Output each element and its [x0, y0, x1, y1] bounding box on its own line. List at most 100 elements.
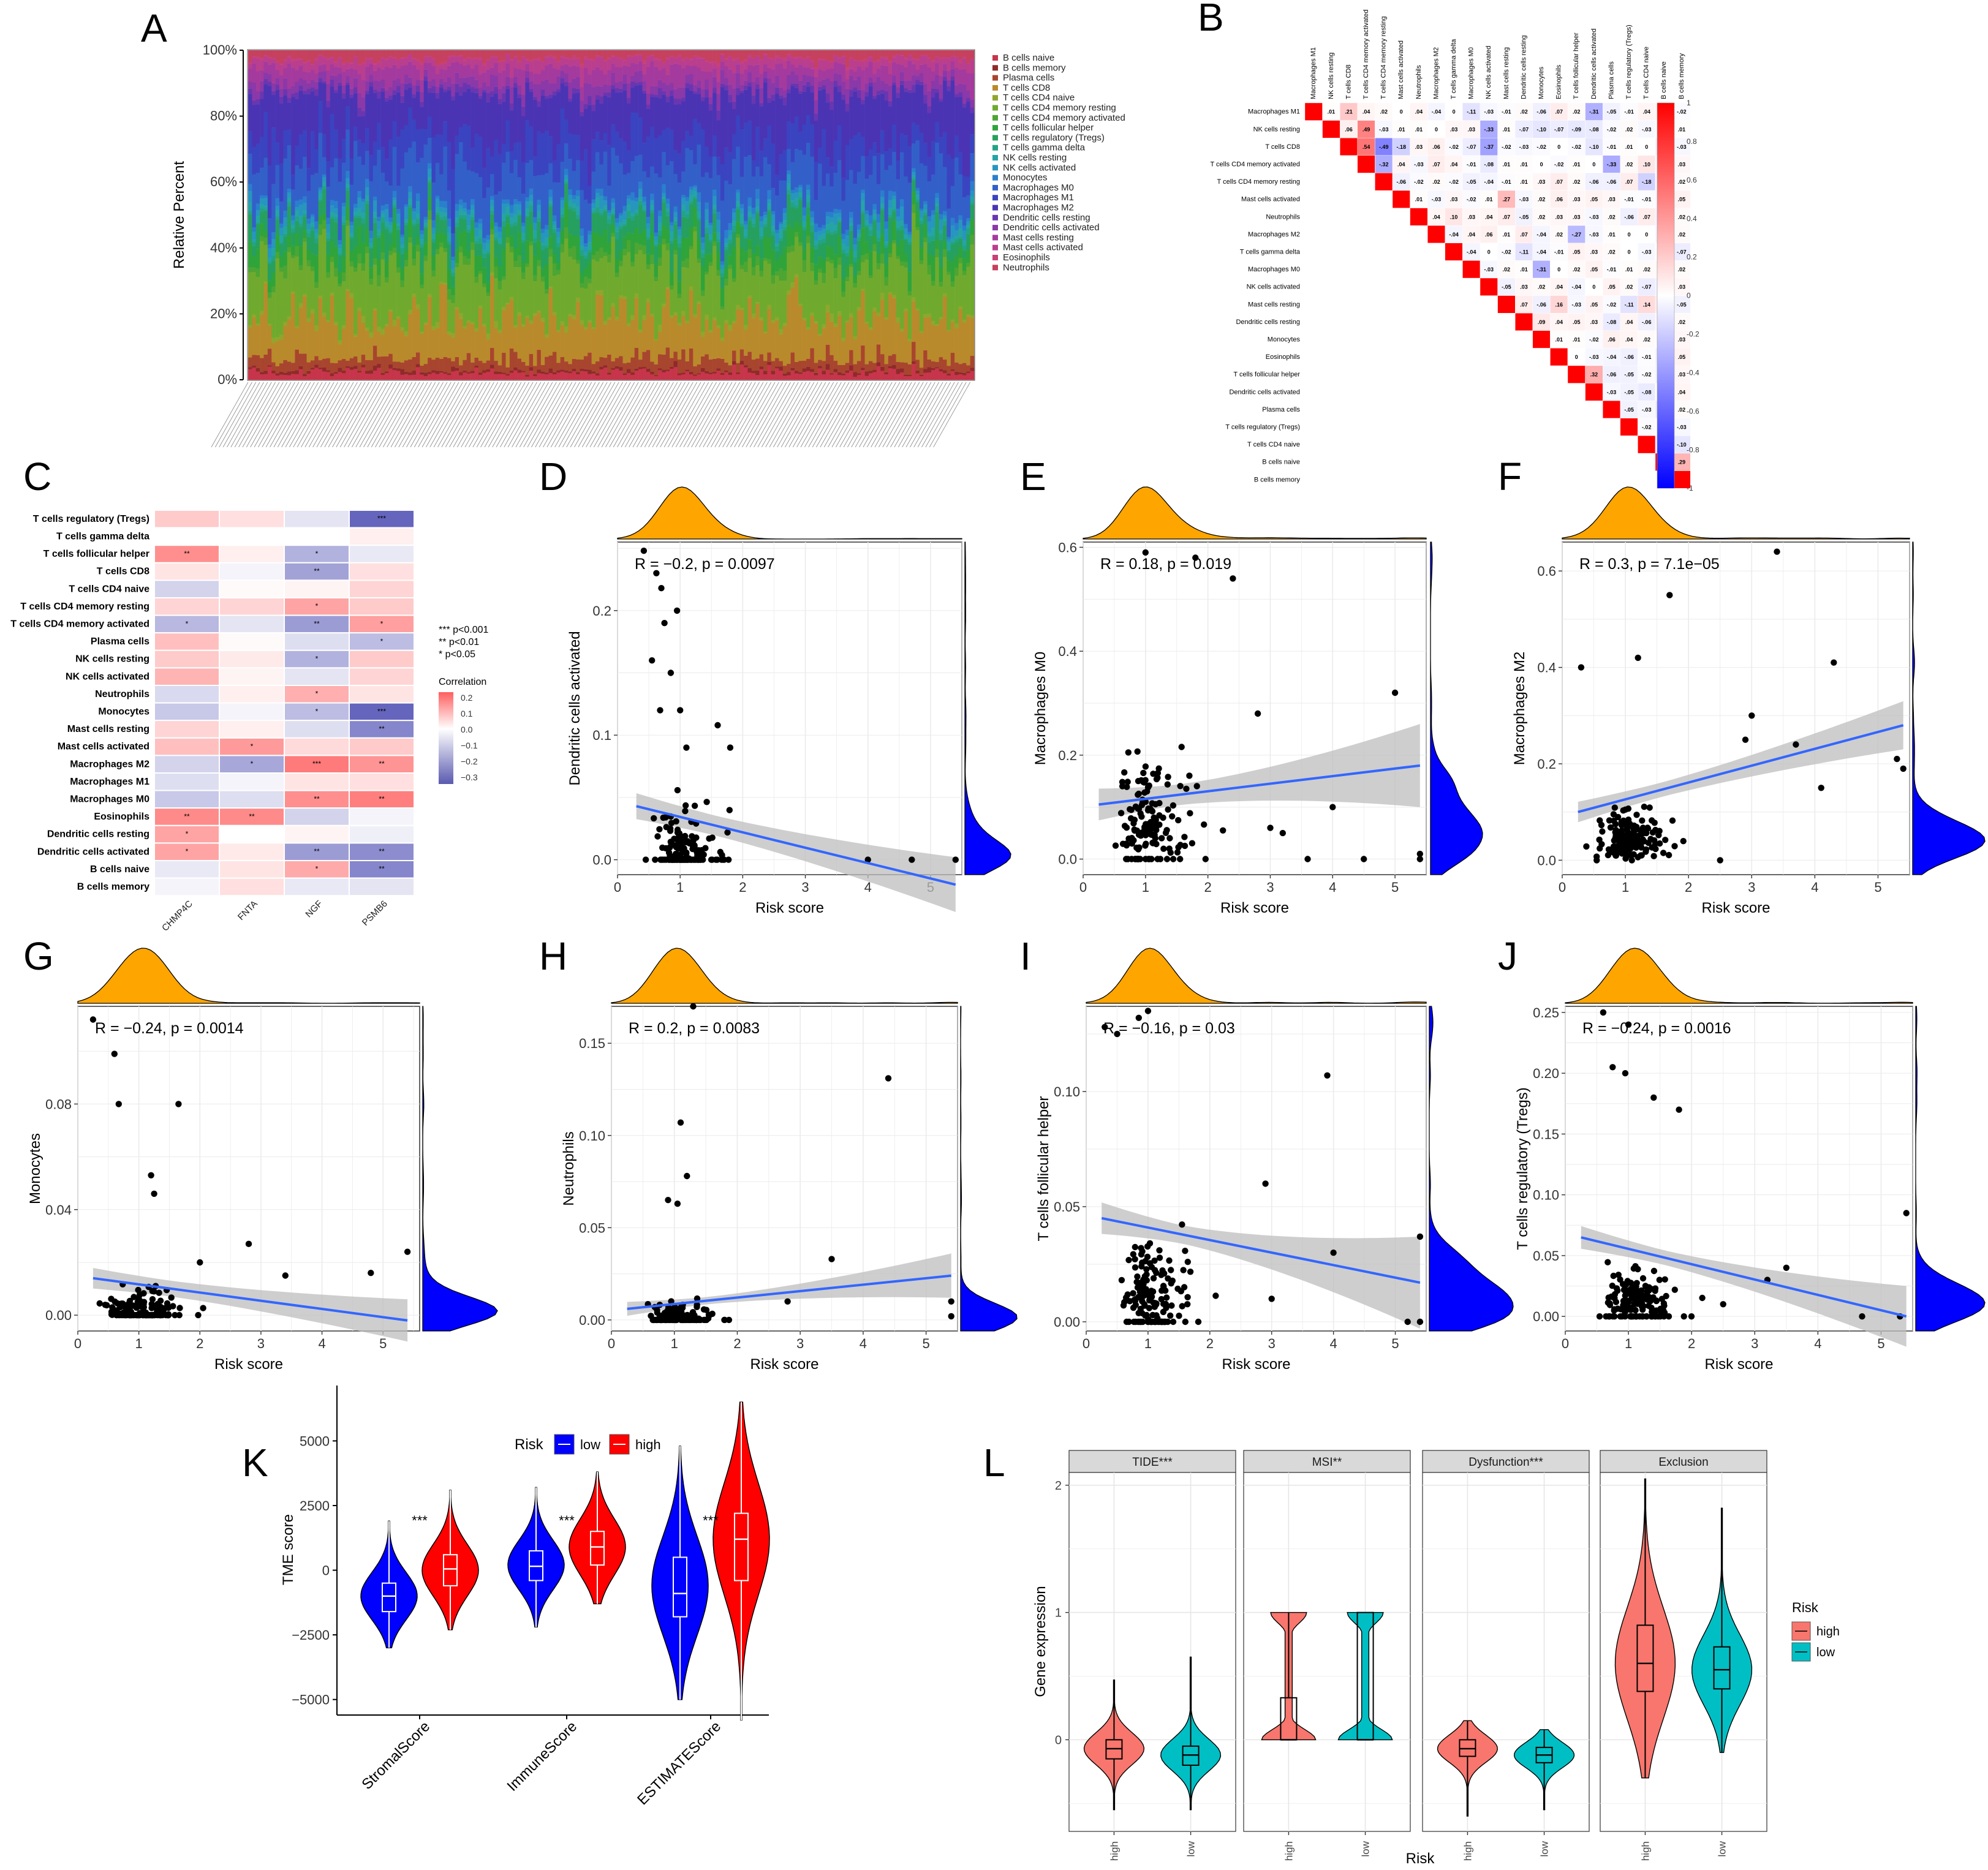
bar-segment	[927, 221, 932, 233]
bar-segment	[303, 156, 307, 197]
bar-segment	[474, 227, 479, 236]
bar-segment	[435, 328, 440, 358]
heatmap-cell	[1462, 208, 1481, 226]
bar-segment	[622, 299, 627, 364]
bar-segment	[904, 253, 908, 262]
bar-segment	[767, 258, 772, 264]
legend-key	[992, 85, 998, 91]
bar-segment	[560, 230, 565, 244]
bar-segment	[412, 245, 417, 259]
bar-segment	[837, 220, 842, 222]
bar-segment	[310, 266, 315, 271]
bar-segment	[361, 367, 366, 380]
bar-segment	[767, 352, 772, 362]
bar-segment	[767, 58, 772, 68]
bar-segment	[619, 213, 623, 216]
bar-segment	[404, 374, 409, 380]
bar-segment	[868, 230, 873, 236]
bar-segment	[771, 225, 776, 232]
bar-segment	[849, 317, 853, 350]
bar-segment	[287, 206, 292, 236]
sample-tick-label	[574, 382, 611, 448]
bar-segment	[681, 50, 686, 58]
bar-segment	[732, 88, 736, 102]
bar-segment	[603, 229, 608, 252]
bar-segment	[392, 64, 397, 81]
bar-segment	[670, 289, 674, 315]
bar-segment	[759, 106, 764, 151]
bar-segment	[904, 262, 908, 268]
cell-value: .03	[1608, 197, 1616, 203]
bar-segment	[287, 102, 292, 130]
bar-segment	[705, 271, 709, 275]
bar-segment	[849, 370, 853, 380]
bar-segment	[529, 224, 534, 242]
bar-segment	[705, 146, 709, 173]
bar-segment	[505, 89, 510, 121]
heatmap-cell	[1532, 120, 1551, 138]
significance-mark: *	[251, 760, 254, 768]
bar-segment	[509, 59, 514, 61]
bar-segment	[303, 230, 307, 238]
bar-segment	[868, 224, 873, 227]
bar-segment	[794, 50, 799, 57]
legend-key	[992, 155, 998, 160]
bar-segment	[830, 81, 834, 102]
bar-segment	[638, 330, 643, 332]
bar-segment	[580, 236, 584, 246]
bar-segment	[904, 238, 908, 241]
bar-segment	[502, 102, 506, 145]
bar-segment	[654, 375, 659, 377]
bar-segment	[486, 295, 491, 334]
bar-segment	[716, 219, 721, 233]
sample-tick-label	[504, 382, 542, 448]
bar-segment	[490, 96, 494, 157]
bar-segment	[463, 212, 467, 215]
bar-segment	[455, 217, 459, 223]
bar-segment	[494, 320, 499, 328]
bar-segment	[872, 204, 877, 209]
bar-segment	[747, 197, 752, 206]
bar-segment	[923, 204, 928, 209]
bar-segment	[845, 363, 850, 371]
bar-segment	[439, 282, 444, 284]
bar-segment	[947, 271, 951, 275]
bar-segment	[372, 197, 377, 201]
bar-segment	[533, 84, 537, 97]
bar-segment	[950, 76, 955, 81]
bar-segment	[853, 71, 858, 80]
bar-segment	[334, 372, 338, 374]
bar-segment	[654, 246, 659, 264]
bar-segment	[576, 263, 580, 298]
cell-value: .06	[1608, 337, 1616, 343]
bar-segment	[798, 242, 803, 246]
bar-segment	[415, 236, 420, 245]
bar-segment	[931, 175, 935, 211]
bar-segment	[919, 221, 924, 224]
bar-segment	[349, 158, 354, 185]
bar-segment	[490, 50, 494, 56]
bar-segment	[267, 365, 272, 367]
heatmap-cell	[1638, 418, 1656, 436]
bar-segment	[744, 59, 748, 62]
bar-segment	[595, 152, 600, 189]
bar-segment	[775, 243, 779, 246]
bar-segment	[607, 85, 611, 92]
bar-segment	[779, 334, 784, 361]
bar-segment	[365, 94, 369, 129]
bar-segment	[505, 243, 510, 303]
bar-segment	[420, 365, 424, 372]
bar-segment	[310, 64, 315, 70]
bar-segment	[962, 230, 967, 241]
bar-segment	[423, 50, 428, 56]
bar-segment	[732, 220, 736, 226]
bar-segment	[552, 215, 557, 222]
bar-segment	[537, 199, 542, 205]
bar-segment	[497, 89, 502, 100]
bar-segment	[622, 375, 627, 380]
bar-segment	[540, 373, 545, 380]
heatmap-cell	[154, 632, 220, 651]
bar-segment	[252, 239, 257, 243]
row-label: NK cells activated	[66, 671, 149, 682]
bar-segment	[724, 147, 728, 181]
